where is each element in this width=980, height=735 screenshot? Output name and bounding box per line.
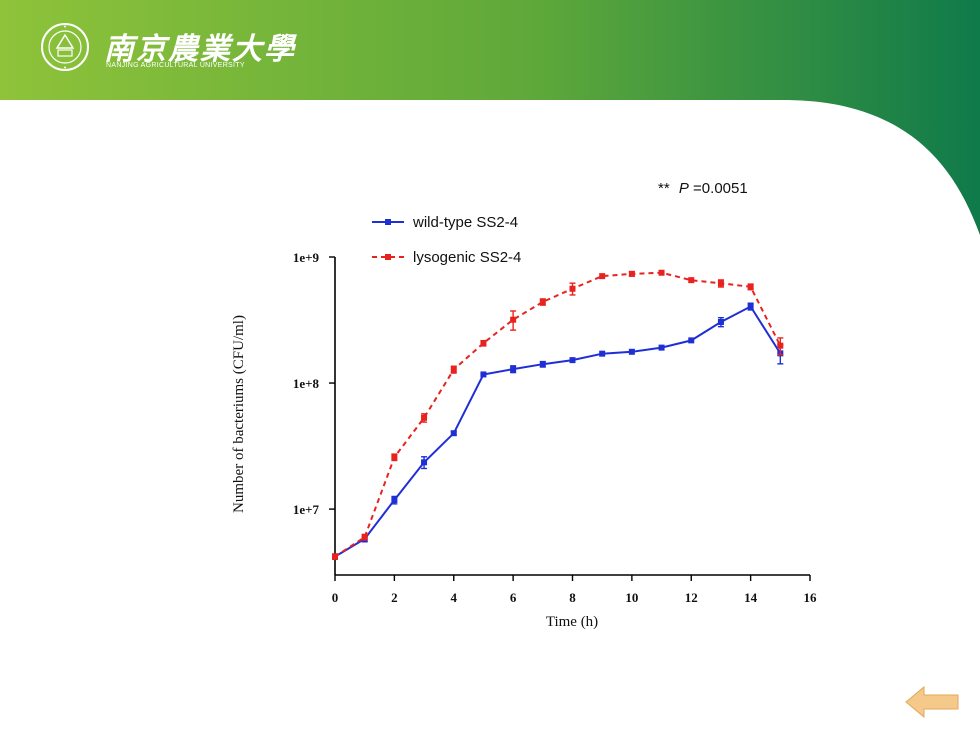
data-point [450,430,457,437]
data-point [510,316,517,323]
data-point [450,366,457,373]
series-2 [332,269,784,560]
legend-marker [385,219,391,225]
data-point [717,280,724,287]
data-point [391,454,398,461]
y-tick-label: 1e+8 [293,376,320,391]
data-point [747,283,754,290]
data-point [569,357,576,364]
significance-annotation: ** P =0.0051 [658,180,748,197]
data-point [658,269,665,276]
data-point [332,553,338,560]
data-point [391,497,398,504]
chart-axes [334,257,810,576]
x-axis-title: Time (h) [546,614,598,630]
x-tick-label: 12 [685,590,698,605]
data-point [777,342,784,349]
legend-label: lysogenic SS2-4 [413,249,521,266]
data-point [599,273,606,280]
x-tick-label: 16 [804,590,818,605]
data-point [480,371,487,378]
x-tick-label: 4 [451,590,458,605]
data-point [628,348,635,355]
data-point [539,361,546,368]
data-point [717,319,724,326]
data-point [688,337,695,344]
data-point [421,459,428,466]
series-1 [332,302,784,560]
data-point [569,285,576,292]
university-name-cn: 南京農業大學 [104,32,296,67]
data-point [361,534,368,541]
y-tick-label: 1e+7 [293,502,320,517]
x-tick-label: 14 [744,590,758,605]
x-tick-label: 6 [510,590,517,605]
x-tick-label: 10 [625,590,638,605]
annotation-p-value: =0.0051 [693,180,748,197]
header-band [0,0,980,235]
data-point [599,350,606,357]
legend-label: wild-type SS2-4 [412,214,518,231]
annotation-stars: ** [658,180,670,197]
university-seal-logo [41,23,89,71]
series-line [334,305,782,558]
y-axis-title: Number of bacteriums (CFU/ml) [231,315,247,513]
university-name-en: NANJING AGRICULTURAL UNIVERSITY [106,62,245,69]
data-point [628,270,635,277]
data-point [658,344,665,351]
data-point [510,366,517,373]
x-tick-label: 2 [391,590,398,605]
data-point [747,303,754,310]
series-line [334,271,782,558]
left-arrow-icon [905,685,959,719]
annotation-p-label: P [679,180,689,197]
data-point [688,277,695,284]
x-tick-label: 0 [332,590,339,605]
chart-ticks: 0 2 4 6 8 10 12 14 16 1e+7 1e+8 1e+9 [293,250,817,605]
legend-marker [385,254,391,260]
data-point [421,414,428,421]
chart-legend: wild-type SS2-4 lysogenic SS2-4 [372,214,521,266]
data-point [539,298,546,305]
data-point [480,340,487,347]
back-arrow-button[interactable] [904,684,960,720]
y-tick-label: 1e+9 [293,250,320,265]
x-tick-label: 8 [569,590,576,605]
chart-series [332,269,784,560]
